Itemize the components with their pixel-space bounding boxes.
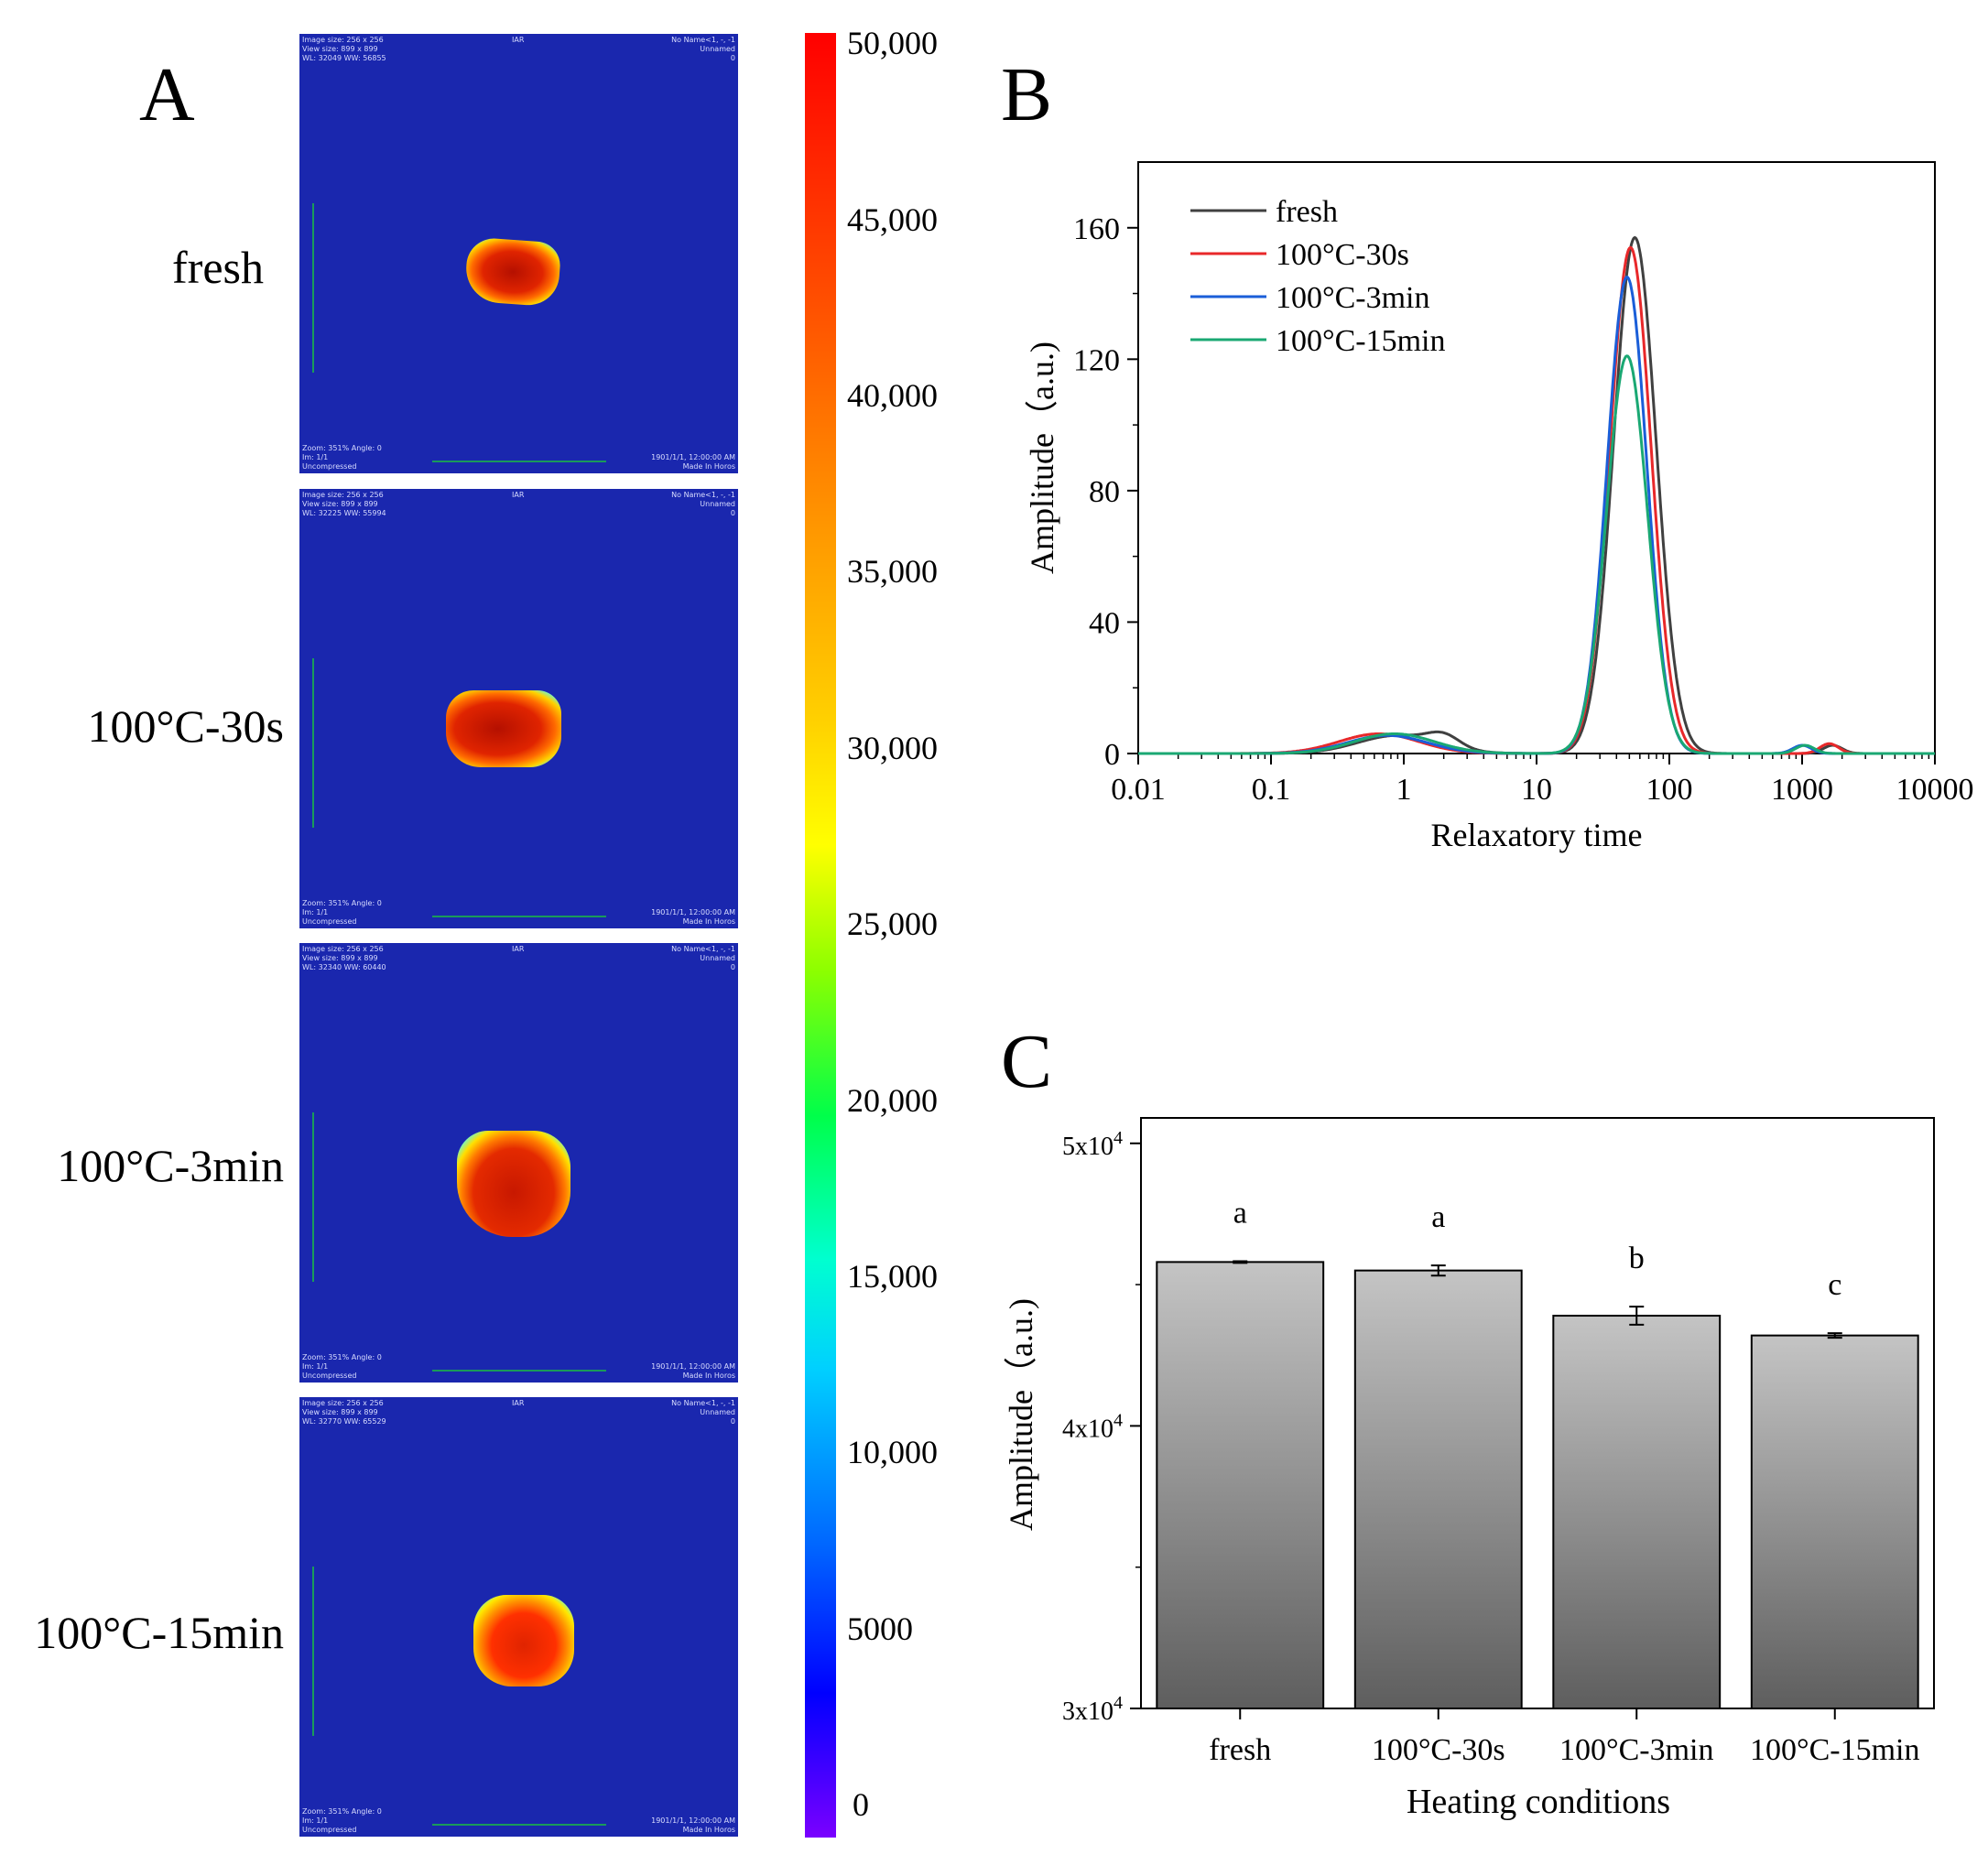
panel-c-category-label-1: 100°C-30s <box>1372 1733 1505 1767</box>
significance-letter-0: a <box>1233 1196 1247 1230</box>
mri-image-3min: Image size: 256 x 256 View size: 899 x 8… <box>299 943 738 1383</box>
row-label-3min: 100°C-3min <box>57 1140 284 1191</box>
panel-c-frame <box>1140 1117 1935 1709</box>
bar-2 <box>1552 1315 1722 1709</box>
panel-b-y-tick-label: 160 <box>1073 212 1120 246</box>
panel-c-y-axis-label: Amplitude（a.u.) <box>1003 1298 1039 1531</box>
panel-b-x-tick-label: 1000 <box>1771 773 1833 807</box>
colorbar-tick-25000: 25,000 <box>847 905 938 942</box>
significance-letter-1: a <box>1431 1200 1445 1234</box>
bar-3 <box>1750 1334 1919 1709</box>
panel-b-x-tick-label: 100 <box>1646 773 1693 807</box>
colorbar-tick-5000: 5000 <box>847 1610 913 1647</box>
mri-image-fresh: Image size: 256 x 256 View size: 899 x 8… <box>299 34 738 473</box>
panel-a-letter: A <box>139 52 195 137</box>
significance-letter-2: b <box>1629 1242 1645 1275</box>
row-label-15min: 100°C-15min <box>34 1607 284 1658</box>
panel-c-x-axis-label: Heating conditions <box>1407 1783 1670 1821</box>
legend-label-0: fresh <box>1276 195 1338 229</box>
colorbar-tick-40000: 40,000 <box>847 377 938 414</box>
row-label-fresh: fresh <box>172 242 264 293</box>
panel-b-x-tick-label: 0.01 <box>1111 773 1166 807</box>
panel-c-letter: C <box>1001 1019 1053 1104</box>
colorbar-tick-50000: 50,000 <box>847 25 938 61</box>
panel-c-y-tick-label: 3x104 <box>1062 1693 1123 1726</box>
panel-c-category-label-0: fresh <box>1209 1733 1271 1767</box>
series-line-3 <box>1138 354 1935 755</box>
panel-b-y-tick-label: 40 <box>1089 606 1120 640</box>
colorbar-tick-10000: 10,000 <box>847 1434 938 1470</box>
legend-label-3: 100°C-15min <box>1276 324 1446 358</box>
panel-b-y-tick-label: 120 <box>1073 343 1120 377</box>
panel-c-category-label-3: 100°C-15min <box>1750 1733 1920 1767</box>
colorbar <box>805 33 836 1838</box>
panel-b-y-tick-label: 80 <box>1089 475 1120 509</box>
colorbar-tick-0: 0 <box>853 1786 869 1823</box>
panel-c-y-tick-label: 5x104 <box>1062 1128 1123 1161</box>
colorbar-tick-30000: 30,000 <box>847 730 938 766</box>
colorbar-tick-45000: 45,000 <box>847 201 938 238</box>
panel-c-category-label-2: 100°C-3min <box>1559 1733 1714 1767</box>
colorbar-tick-15000: 15,000 <box>847 1258 938 1295</box>
panel-b-x-tick-label: 10 <box>1521 773 1552 807</box>
bar-1 <box>1353 1269 1523 1710</box>
panel-b-x-tick-label: 0.1 <box>1252 773 1291 807</box>
panel-b-x-axis-label: Relaxatory time <box>1431 817 1643 853</box>
significance-letter-3: c <box>1828 1268 1841 1302</box>
colorbar-tick-20000: 20,000 <box>847 1082 938 1119</box>
panel-b-y-axis-label: Amplitude（a.u.) <box>1024 342 1060 574</box>
legend-label-1: 100°C-30s <box>1276 238 1409 272</box>
panel-b-letter: B <box>1001 52 1053 137</box>
legend-label-2: 100°C-3min <box>1276 281 1430 315</box>
mri-image-30s: Image size: 256 x 256 View size: 899 x 8… <box>299 489 738 928</box>
panel-b-x-tick-label: 1 <box>1396 773 1412 807</box>
panel-b-y-tick-label: 0 <box>1104 738 1120 772</box>
bar-0 <box>1156 1261 1325 1709</box>
row-label-30s: 100°C-30s <box>87 700 284 752</box>
colorbar-tick-35000: 35,000 <box>847 553 938 590</box>
panel-b-x-tick-label: 10000 <box>1896 773 1974 807</box>
panel-c-y-tick-label: 4x104 <box>1062 1410 1123 1443</box>
mri-image-15min: Image size: 256 x 256 View size: 899 x 8… <box>299 1397 738 1837</box>
